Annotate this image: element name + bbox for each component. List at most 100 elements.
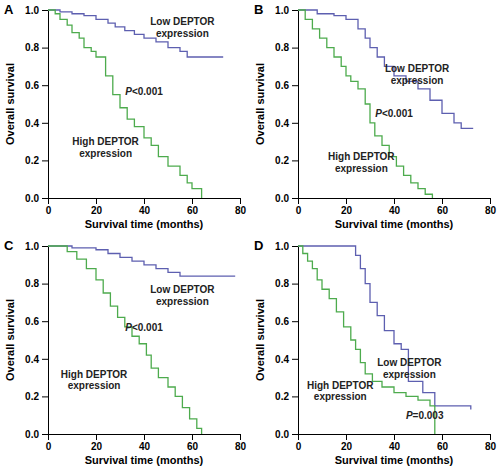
y-tick: 0.8 — [25, 42, 48, 53]
y-tick-mark — [292, 198, 298, 199]
y-tick-mark — [292, 123, 298, 124]
curve-label: Low DEPTORexpression — [150, 16, 215, 39]
y-tick: 0.4 — [25, 118, 48, 129]
y-tick: 1.0 — [25, 241, 48, 252]
y-tick-label: 0.6 — [275, 80, 289, 91]
y-tick-mark — [42, 123, 48, 124]
curve-label: Low DEPTORexpression — [385, 63, 450, 86]
x-axis: 020406080 — [46, 434, 247, 452]
y-tick-label: 0.8 — [275, 42, 289, 53]
y-tick-label: 0.6 — [275, 316, 289, 327]
y-tick: 0.2 — [275, 391, 298, 402]
x-tick: 60 — [437, 434, 449, 452]
x-tick-mark — [144, 434, 145, 440]
x-tick: 20 — [341, 198, 353, 216]
x-axis: 020406080 — [296, 434, 497, 452]
x-tick-label: 60 — [437, 205, 449, 216]
y-axis-line — [48, 11, 49, 199]
curve-label: High DEPTORexpression — [307, 380, 374, 403]
y-axis: 0.00.20.40.60.81.0 — [25, 241, 48, 440]
y-tick-label: 0.0 — [25, 193, 39, 204]
x-axis-title: Survival time (months) — [335, 218, 454, 230]
panel-title: D — [254, 238, 263, 253]
x-tick-label: 0 — [296, 441, 302, 452]
x-tick-label: 80 — [235, 205, 247, 216]
survival-curve — [298, 10, 473, 128]
x-tick-mark — [394, 434, 395, 440]
x-tick-mark — [240, 434, 241, 440]
plot-area — [298, 246, 471, 434]
x-tick-label: 60 — [187, 441, 199, 452]
x-tick: 60 — [187, 434, 199, 452]
figure: 0 20 40 60 80 0.0 0.2 0.4 0.6 0.8 1.0 Survival time… — [0, 0, 500, 472]
y-tick-mark — [42, 434, 48, 435]
y-tick-mark — [42, 160, 48, 161]
y-tick-label: 0.2 — [275, 391, 289, 402]
x-tick: 60 — [437, 198, 449, 216]
x-tick-mark — [490, 434, 491, 440]
y-tick: 0.6 — [275, 316, 298, 327]
y-tick-label: 0.4 — [25, 118, 39, 129]
x-tick-mark — [96, 434, 97, 440]
y-tick-label: 0.4 — [275, 354, 289, 365]
p-value: P=0.003 — [406, 410, 444, 421]
x-tick-mark — [48, 434, 49, 440]
panel-title: A — [4, 2, 14, 17]
y-tick: 0.0 — [25, 429, 48, 440]
x-tick: 20 — [91, 198, 103, 216]
x-tick-label: 40 — [139, 205, 151, 216]
x-tick-mark — [144, 198, 145, 204]
y-axis-title: Overall survival — [254, 63, 266, 145]
x-tick: 0 — [46, 198, 52, 216]
y-tick: 0.8 — [275, 42, 298, 53]
panel-title: B — [254, 2, 263, 17]
x-axis-title: Survival time (months) — [335, 454, 454, 466]
x-tick-mark — [490, 198, 491, 204]
plot-area — [48, 246, 235, 434]
y-tick-label: 1.0 — [275, 5, 289, 16]
y-axis-line — [298, 11, 299, 199]
y-tick: 0.2 — [25, 391, 48, 402]
y-tick-mark — [292, 10, 298, 11]
x-tick: 40 — [389, 434, 401, 452]
x-tick-label: 20 — [341, 205, 353, 216]
x-tick-mark — [96, 198, 97, 204]
y-tick-mark — [292, 48, 298, 49]
x-tick-label: 80 — [235, 441, 247, 452]
y-tick-label: 1.0 — [25, 5, 39, 16]
curve-label: High DEPTORexpression — [72, 136, 139, 159]
y-tick-mark — [292, 321, 298, 322]
y-tick: 0.4 — [25, 354, 48, 365]
x-tick: 40 — [139, 434, 151, 452]
curve-label: High DEPTORexpression — [328, 151, 395, 174]
x-tick: 20 — [341, 434, 353, 452]
y-tick-label: 0.2 — [25, 155, 39, 166]
x-tick: 0 — [46, 434, 52, 452]
y-tick: 0.4 — [275, 354, 298, 365]
y-tick-mark — [42, 10, 48, 11]
panel: 0204060800.00.20.40.60.81.0Survival time… — [254, 5, 496, 230]
y-tick: 0.0 — [275, 429, 298, 440]
y-tick: 0.2 — [25, 155, 48, 166]
x-axis: 020406080 — [46, 198, 247, 216]
x-tick-mark — [240, 198, 241, 204]
y-tick-mark — [42, 198, 48, 199]
survival-curve — [48, 246, 202, 434]
y-tick: 0.6 — [25, 316, 48, 327]
y-tick-mark — [42, 359, 48, 360]
x-tick-mark — [192, 434, 193, 440]
y-tick-mark — [292, 396, 298, 397]
y-tick-label: 0.0 — [275, 193, 289, 204]
y-tick-mark — [42, 396, 48, 397]
y-axis: 0.00.20.40.60.81.0 — [25, 5, 48, 204]
y-tick: 1.0 — [275, 5, 298, 16]
y-tick: 0.4 — [275, 118, 298, 129]
x-tick-mark — [298, 198, 299, 204]
y-tick-mark — [292, 246, 298, 247]
y-tick-mark — [292, 160, 298, 161]
panel: 0204060800.00.20.40.60.81.0Survival time… — [254, 241, 496, 466]
x-tick-label: 40 — [389, 441, 401, 452]
survival-curve — [298, 246, 471, 410]
survival-curve — [298, 246, 435, 434]
x-tick: 40 — [139, 198, 151, 216]
